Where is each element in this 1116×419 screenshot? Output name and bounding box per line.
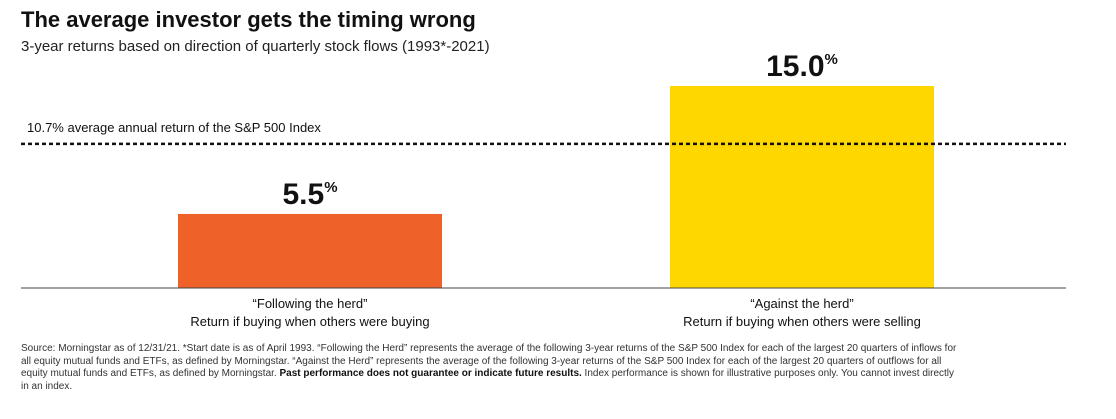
data-label-1: 5.5% — [282, 178, 337, 211]
category-label-2: “Against the herd” — [750, 296, 853, 311]
footnote-text: Source: Morningstar as of 12/31/21. *Sta… — [21, 343, 957, 380]
reference-line-label: 10.7% average annual return of the S&P 5… — [27, 120, 321, 135]
bar-2 — [670, 86, 934, 288]
bar-1 — [178, 213, 442, 288]
category-sublabel-1: Return if buying when others were buying — [190, 314, 429, 329]
data-label-percent: % — [825, 51, 838, 68]
data-label-2: 15.0% — [766, 50, 838, 83]
source-footnote: Source: Morningstar as of 12/31/21. *Sta… — [21, 343, 961, 393]
data-label-value: 15.0 — [766, 50, 824, 83]
footnote-disclaimer: Past performance does not guarantee or i… — [279, 368, 582, 380]
category-label-1: “Following the herd” — [253, 296, 368, 311]
data-label-percent: % — [324, 179, 337, 196]
bar-chart: 5.5% “Following the herd” Return if buying… — [21, 50, 1066, 329]
chart-title: The average investor gets the timing wro… — [21, 7, 476, 32]
footnote-text-end: Index performance is shown for illustrat… — [21, 368, 955, 392]
category-sublabel-2: Return if buying when others were sellin… — [683, 314, 921, 329]
chart-subtitle: 3-year returns based on direction of qua… — [21, 38, 490, 55]
data-label-value: 5.5 — [282, 178, 324, 211]
